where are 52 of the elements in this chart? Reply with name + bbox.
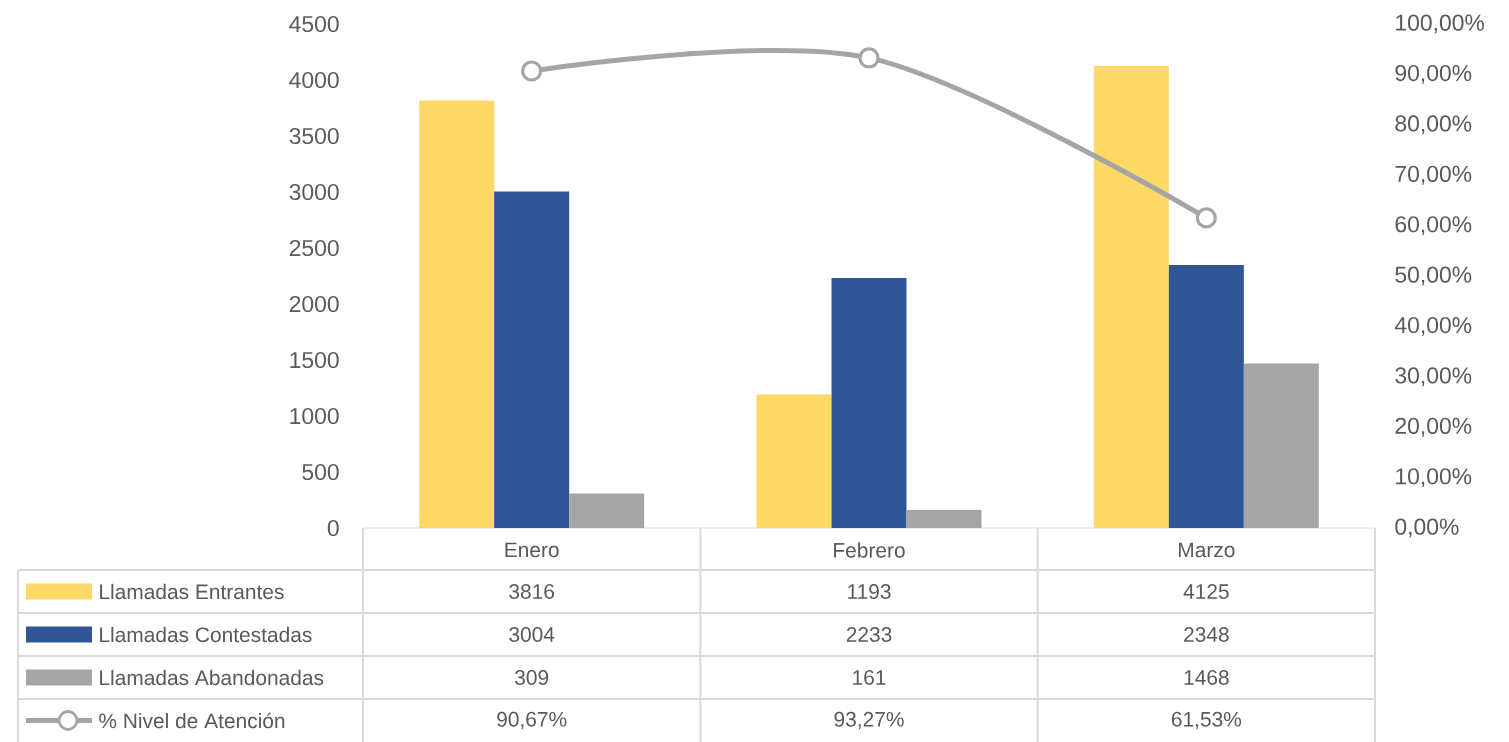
y2-tick-label: 100,00% xyxy=(1396,14,1485,34)
y2-tick-label: 50,00% xyxy=(1395,266,1472,286)
bar xyxy=(419,100,495,528)
y-tick-label: 3000 xyxy=(289,183,339,201)
point xyxy=(858,47,880,69)
data-label: 90,67% xyxy=(497,711,567,730)
data-label: 309 xyxy=(515,670,549,685)
bar xyxy=(1093,66,1169,528)
bar xyxy=(569,493,645,528)
y2-tick-label: 30,00% xyxy=(1395,367,1472,387)
y2-tick-label: 70,00% xyxy=(1395,165,1472,185)
data-label: 1193 xyxy=(848,584,891,599)
y-tick-label: 3500 xyxy=(289,127,339,145)
y2-tick-label: 20,00% xyxy=(1395,417,1472,437)
legend-label: Llamadas Abandonadas xyxy=(100,669,324,686)
legend-label: % Nivel de Atención xyxy=(99,712,285,729)
data-label: 3004 xyxy=(509,627,555,642)
y-tick-label: 0 xyxy=(327,519,339,537)
point xyxy=(1195,207,1217,229)
x-tick-label: Marzo xyxy=(1179,542,1235,558)
y2-tick-label: 80,00% xyxy=(1395,115,1472,135)
bar xyxy=(906,509,982,528)
data-label: 1468 xyxy=(1184,670,1229,685)
x-tick-label: Enero xyxy=(505,542,559,558)
data-label: 4125 xyxy=(1183,584,1229,599)
x-tick-label: Febrero xyxy=(834,542,905,558)
y-tick-label: 1500 xyxy=(290,351,339,369)
y-tick-label: 2000 xyxy=(289,295,339,313)
data-label: 61,53% xyxy=(1171,711,1242,730)
point xyxy=(521,60,543,82)
y-tick-label: 500 xyxy=(302,463,339,481)
bar xyxy=(1243,363,1319,528)
y-tick-label: 2500 xyxy=(289,239,339,257)
y2-tick-label: 0,00% xyxy=(1395,518,1459,538)
bar xyxy=(756,394,832,528)
y-tick-label: 4500 xyxy=(289,15,339,33)
data-label: 2348 xyxy=(1184,627,1229,642)
y2-tick-label: 90,00% xyxy=(1395,64,1472,84)
y2-tick-label: 10,00% xyxy=(1396,468,1472,488)
bar xyxy=(1168,265,1244,528)
legend-label: Llamadas Contestadas xyxy=(100,626,312,643)
bar xyxy=(494,191,570,528)
y-tick-label: 4000 xyxy=(289,71,339,89)
legend-label: Llamadas Entrantes xyxy=(100,583,284,600)
y2-tick-label: 60,00% xyxy=(1395,216,1472,236)
data-label: 93,27% xyxy=(834,711,904,730)
data-label: 3816 xyxy=(509,584,555,599)
bar xyxy=(831,277,907,528)
y-tick-label: 1000 xyxy=(290,407,339,425)
y2-tick-label: 40,00% xyxy=(1394,316,1472,336)
data-label: 161 xyxy=(853,670,886,685)
data-label: 2233 xyxy=(846,627,892,642)
